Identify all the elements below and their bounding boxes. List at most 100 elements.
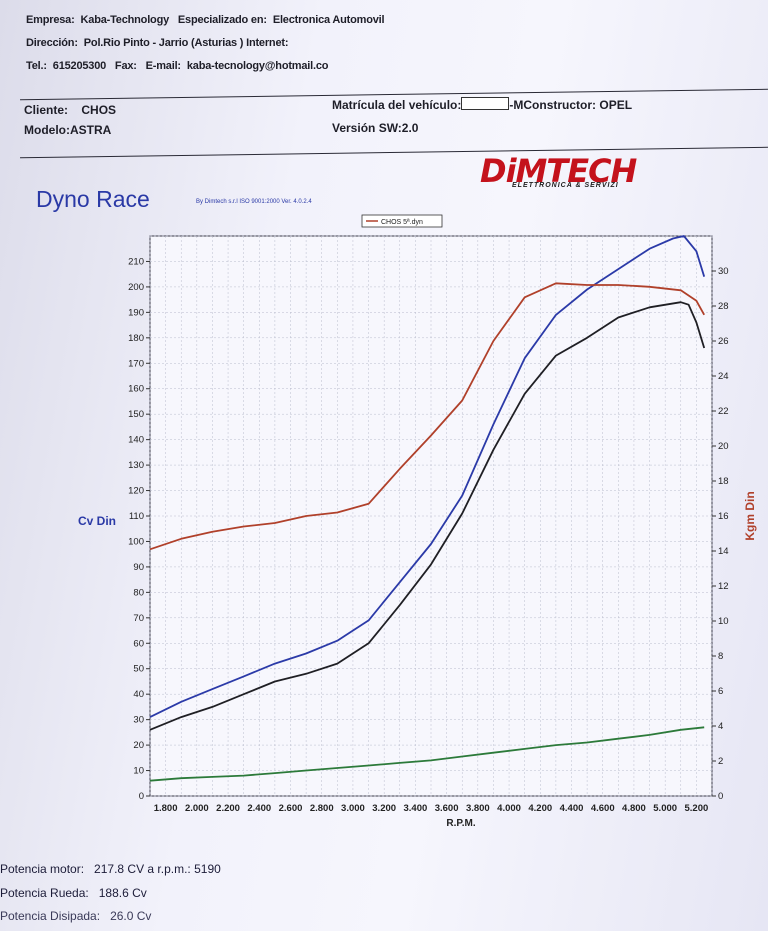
y-right-tick-label: 16: [718, 511, 729, 522]
loss-curve-green: [149, 726, 705, 782]
y-left-tick-label: 60: [133, 638, 144, 649]
email-label: E-mail:: [145, 60, 181, 72]
x-tick-label: 2.400: [247, 803, 271, 814]
y-left-tick-label: 20: [133, 740, 144, 751]
constructor-label: -MConstructor:: [509, 98, 597, 112]
x-tick-label: 3.600: [435, 803, 459, 814]
y-left-tick-label: 170: [128, 358, 144, 369]
potencia-rueda-value: 188.6 Cv: [98, 886, 147, 900]
torque-curve-red: [149, 282, 705, 551]
y-right-tick-label: 6: [718, 686, 723, 697]
y-right-tick-label: 8: [718, 651, 723, 662]
potencia-disipada-line: Potencia Disipada: 26.0 Cv: [0, 909, 151, 923]
y-left-axis-label: Cv Din: [78, 514, 116, 528]
matricula-label: Matrícula del vehículo:: [332, 98, 462, 112]
direccion-value: Pol.Rio Pinto - Jarrio (Asturias ) Inter…: [83, 37, 289, 49]
x-tick-label: 5.200: [684, 803, 708, 814]
modelo-label: Modelo:: [24, 123, 70, 137]
power-curve-blue: [149, 235, 706, 718]
y-left-tick-label: 120: [128, 486, 144, 497]
y-right-tick-label: 10: [718, 616, 729, 627]
y-left-tick-label: 0: [139, 791, 144, 802]
y-left-tick-label: 210: [128, 256, 144, 267]
x-tick-label: 3.400: [403, 803, 427, 814]
modelo-value: ASTRA: [70, 123, 112, 137]
x-tick-label: 3.000: [341, 803, 365, 814]
y-right-tick-label: 24: [718, 371, 729, 382]
direccion-label: Dirección:: [26, 37, 78, 49]
tel-label: Tel.:: [26, 60, 47, 72]
y-left-tick-label: 80: [133, 587, 144, 598]
cliente-line: Cliente: CHOS: [24, 103, 116, 117]
y-right-tick-label: 26: [718, 336, 729, 347]
page-title: Dyno Race: [36, 186, 150, 212]
y-left-tick-label: 90: [133, 562, 144, 573]
address-line: Dirección: Pol.Rio Pinto - Jarrio (Asturi…: [26, 37, 294, 49]
x-tick-label: 4.600: [591, 803, 615, 814]
version-label: Versión SW:: [332, 121, 402, 135]
legend-label: CHOS 5ª.dyn: [381, 219, 423, 226]
y-left-tick-label: 100: [128, 536, 144, 547]
version-line: Versión SW:2.0: [332, 121, 418, 135]
legend-box: [361, 214, 443, 228]
x-tick-label: 3.800: [466, 803, 490, 814]
version-value: 2.0: [401, 121, 419, 135]
modelo-line: Modelo:ASTRA: [24, 123, 111, 137]
logo-sub: ELETTRONICA & SERVIZI: [512, 182, 619, 189]
potencia-rueda-line: Potencia Rueda: 188.6 Cv: [0, 886, 147, 900]
y-left-tick-label: 180: [128, 333, 144, 344]
y-left-tick-label: 40: [133, 689, 144, 700]
cliente-value: CHOS: [81, 103, 117, 117]
x-tick-label: 4.200: [528, 803, 552, 814]
y-right-tick-label: 12: [718, 581, 729, 592]
especializado-label: Especializado en:: [177, 14, 267, 26]
potencia-motor-value: 217.8 CV a r.p.m.: 5190: [94, 862, 221, 876]
y-right-tick-label: 20: [718, 441, 729, 452]
matricula-line: Matrícula del vehículo: -MConstructor: OP…: [332, 97, 632, 112]
y-left-tick-label: 150: [128, 409, 144, 420]
x-tick-label: 2.600: [279, 803, 303, 814]
y-left-tick-label: 70: [133, 613, 144, 624]
y-left-tick-label: 50: [133, 664, 144, 675]
y-left-tick-label: 30: [133, 715, 144, 726]
x-tick-label: 3.200: [372, 803, 396, 814]
dimtech-logo: DiMTECH ELETTRONICA & SERVIZI: [480, 152, 655, 192]
y-left-tick-label: 140: [128, 435, 144, 446]
y-right-tick-label: 2: [718, 756, 723, 767]
email-value: kaba-tecnology@hotmail.co: [186, 60, 329, 72]
y-right-tick-label: 30: [718, 266, 729, 277]
potencia-disipada-label: Potencia Disipada:: [0, 909, 101, 923]
power-curve-black: [149, 301, 706, 731]
x-tick-label: 1.800: [154, 803, 178, 814]
y-left-tick-label: 160: [128, 384, 144, 395]
y-right-tick-label: 14: [718, 546, 729, 557]
y-right-tick-label: 28: [718, 301, 729, 312]
tel-value: 615205300: [52, 60, 107, 72]
potencia-motor-line: Potencia motor: 217.8 CV a r.p.m.: 5190: [0, 862, 221, 876]
x-tick-label: 2.200: [216, 803, 240, 814]
x-tick-label: 5.000: [653, 803, 677, 814]
y-right-tick-label: 18: [718, 476, 729, 487]
x-tick-label: 4.800: [622, 803, 646, 814]
y-right-axis-label: Kgm Din: [743, 491, 757, 540]
y-left-tick-label: 10: [133, 766, 144, 777]
y-right-tick-label: 22: [718, 406, 729, 417]
x-tick-label: 2.000: [185, 803, 209, 814]
license-plate-redaction: [461, 97, 510, 110]
x-axis-label: R.P.M.: [446, 818, 475, 829]
y-right-tick-label: 4: [718, 721, 723, 732]
x-tick-label: 4.400: [560, 803, 584, 814]
x-tick-label: 4.000: [497, 803, 521, 814]
company-line: Empresa: Kaba-Technology Especializado en…: [26, 14, 390, 26]
y-left-tick-label: 110: [129, 511, 144, 522]
constructor-value: OPEL: [599, 98, 633, 112]
x-tick-label: 2.800: [310, 803, 334, 814]
especializado-value: Electronica Automovil: [272, 14, 385, 26]
empresa-label: Empresa:: [26, 14, 75, 26]
y-right-tick-label: 0: [718, 791, 723, 802]
logo-main: DiMTECH: [480, 152, 637, 190]
cliente-label: Cliente:: [24, 103, 69, 117]
fax-label: Fax:: [114, 60, 137, 72]
y-left-tick-label: 130: [128, 460, 144, 471]
